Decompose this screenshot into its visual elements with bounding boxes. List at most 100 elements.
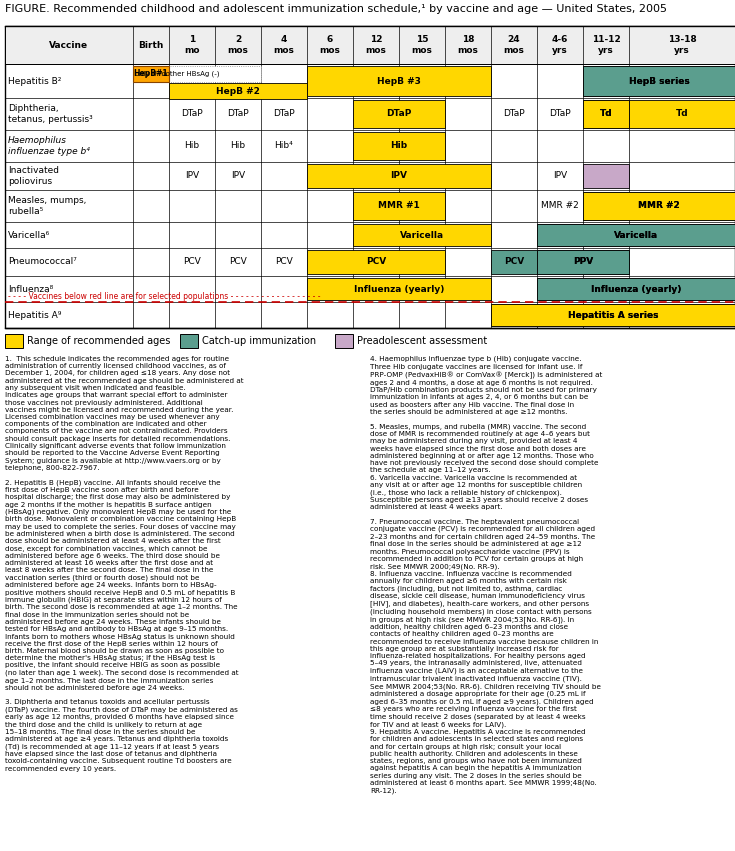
Bar bbox=[537, 224, 735, 246]
Text: 24
mos: 24 mos bbox=[503, 35, 525, 54]
Bar bbox=[583, 66, 735, 96]
Bar bbox=[353, 132, 445, 160]
Bar bbox=[307, 250, 445, 274]
Text: 2
mos: 2 mos bbox=[228, 35, 248, 54]
Text: Varicella⁶: Varicella⁶ bbox=[8, 231, 50, 239]
Bar bbox=[583, 192, 735, 220]
Bar bbox=[180, 334, 198, 348]
Text: HepB #3: HepB #3 bbox=[377, 77, 421, 85]
Bar bbox=[5, 26, 735, 64]
Text: 6
mos: 6 mos bbox=[320, 35, 340, 54]
Bar bbox=[583, 100, 629, 128]
Text: 4
mos: 4 mos bbox=[273, 35, 295, 54]
Bar bbox=[491, 304, 735, 326]
Text: HepB series: HepB series bbox=[628, 77, 689, 85]
Bar bbox=[537, 278, 735, 300]
Text: PCV: PCV bbox=[275, 258, 293, 266]
Bar bbox=[583, 192, 735, 220]
Text: 4. Haemophilus influenzae type b (Hib) conjugate vaccine.
Three Hib conjugate va: 4. Haemophilus influenzae type b (Hib) c… bbox=[370, 356, 603, 794]
Text: Haemophilus
influenzae type b⁴: Haemophilus influenzae type b⁴ bbox=[8, 136, 90, 156]
Bar bbox=[583, 66, 629, 96]
Text: PPV: PPV bbox=[573, 258, 593, 266]
Text: Vaccine: Vaccine bbox=[49, 41, 88, 49]
Text: 18
mos: 18 mos bbox=[458, 35, 478, 54]
Text: Td: Td bbox=[600, 110, 612, 118]
Bar bbox=[491, 304, 735, 326]
Bar bbox=[169, 83, 307, 99]
Text: only if mother HBsAg (-): only if mother HBsAg (-) bbox=[135, 71, 220, 77]
Text: Diphtheria,
tetanus, pertussis³: Diphtheria, tetanus, pertussis³ bbox=[8, 105, 93, 123]
Bar bbox=[537, 224, 735, 246]
Text: Varicella: Varicella bbox=[614, 231, 658, 239]
Bar bbox=[583, 100, 629, 128]
Text: Influenza (yearly): Influenza (yearly) bbox=[354, 284, 444, 294]
Bar bbox=[307, 66, 491, 96]
Text: Hib⁴: Hib⁴ bbox=[275, 141, 293, 151]
Text: Measles, mumps,
rubella⁵: Measles, mumps, rubella⁵ bbox=[8, 197, 87, 215]
Bar bbox=[307, 164, 491, 188]
Text: 1.  This schedule indicates the recommended ages for routine
administration of c: 1. This schedule indicates the recommend… bbox=[5, 356, 243, 772]
Text: Hepatitis B²: Hepatitis B² bbox=[8, 77, 62, 85]
Text: Td: Td bbox=[600, 110, 612, 118]
Text: DTaP: DTaP bbox=[182, 110, 203, 118]
Text: 11-12
yrs: 11-12 yrs bbox=[592, 35, 620, 54]
Bar bbox=[307, 278, 491, 300]
Bar bbox=[583, 224, 629, 246]
Bar bbox=[335, 334, 353, 348]
Bar bbox=[583, 250, 629, 274]
Text: Hib: Hib bbox=[231, 141, 245, 151]
Bar bbox=[583, 66, 735, 96]
Text: 13-18
yrs: 13-18 yrs bbox=[667, 35, 696, 54]
Text: Catch-up immunization: Catch-up immunization bbox=[202, 336, 316, 346]
Text: PPV: PPV bbox=[573, 258, 593, 266]
Text: Varicella: Varicella bbox=[614, 231, 658, 239]
Bar bbox=[133, 66, 261, 82]
Text: MMR #2: MMR #2 bbox=[638, 202, 680, 210]
Bar bbox=[537, 278, 735, 300]
Bar bbox=[583, 278, 629, 300]
Bar bbox=[353, 100, 445, 128]
Bar bbox=[537, 250, 629, 274]
Bar bbox=[5, 26, 735, 328]
Text: MMR #2: MMR #2 bbox=[541, 202, 579, 210]
Bar bbox=[353, 224, 491, 246]
Text: Influenza (yearly): Influenza (yearly) bbox=[591, 284, 681, 294]
Bar bbox=[537, 250, 629, 274]
Text: Td: Td bbox=[675, 110, 688, 118]
Text: IPV: IPV bbox=[553, 172, 567, 180]
Text: DTaP: DTaP bbox=[273, 110, 295, 118]
Text: MMR #1: MMR #1 bbox=[378, 202, 420, 210]
Bar bbox=[491, 250, 537, 274]
Text: Varicella: Varicella bbox=[400, 231, 444, 239]
Text: HepB series: HepB series bbox=[628, 77, 689, 85]
Text: 12
mos: 12 mos bbox=[365, 35, 387, 54]
Text: IPV: IPV bbox=[185, 172, 199, 180]
Text: IPV: IPV bbox=[231, 172, 245, 180]
Text: PCV: PCV bbox=[183, 258, 201, 266]
Text: Range of recommended ages: Range of recommended ages bbox=[27, 336, 171, 346]
Text: DTaP: DTaP bbox=[387, 110, 412, 118]
Text: PCV: PCV bbox=[366, 258, 386, 266]
Text: 4-6
yrs: 4-6 yrs bbox=[552, 35, 568, 54]
Text: HepB #2: HepB #2 bbox=[216, 87, 260, 95]
Text: 15
mos: 15 mos bbox=[412, 35, 432, 54]
Text: IPV: IPV bbox=[390, 172, 407, 180]
Text: 1
mo: 1 mo bbox=[184, 35, 200, 54]
Text: - - - - Vaccines below red line are for selected populations - - - - - - - - - -: - - - - Vaccines below red line are for … bbox=[8, 292, 320, 301]
Bar bbox=[583, 192, 629, 220]
Bar bbox=[133, 66, 169, 82]
Text: Preadolescent assessment: Preadolescent assessment bbox=[357, 336, 487, 346]
Bar bbox=[583, 164, 629, 188]
Text: Influenza (yearly): Influenza (yearly) bbox=[591, 284, 681, 294]
Text: Pneumococcal⁷: Pneumococcal⁷ bbox=[8, 258, 77, 266]
Text: DTaP: DTaP bbox=[503, 110, 525, 118]
Text: Hepatitis A⁹: Hepatitis A⁹ bbox=[8, 311, 62, 319]
Text: DTaP: DTaP bbox=[227, 110, 249, 118]
Text: Hepatitis A series: Hepatitis A series bbox=[567, 311, 659, 319]
Text: PCV: PCV bbox=[229, 258, 247, 266]
Text: Hib: Hib bbox=[390, 141, 408, 151]
Text: Hepatitis A series: Hepatitis A series bbox=[567, 311, 659, 319]
Text: HepB#1: HepB#1 bbox=[134, 70, 168, 78]
Text: Inactivated
poliovirus: Inactivated poliovirus bbox=[8, 166, 59, 186]
Text: FIGURE. Recommended childhood and adolescent immunization schedule,¹ by vaccine : FIGURE. Recommended childhood and adoles… bbox=[5, 4, 667, 14]
